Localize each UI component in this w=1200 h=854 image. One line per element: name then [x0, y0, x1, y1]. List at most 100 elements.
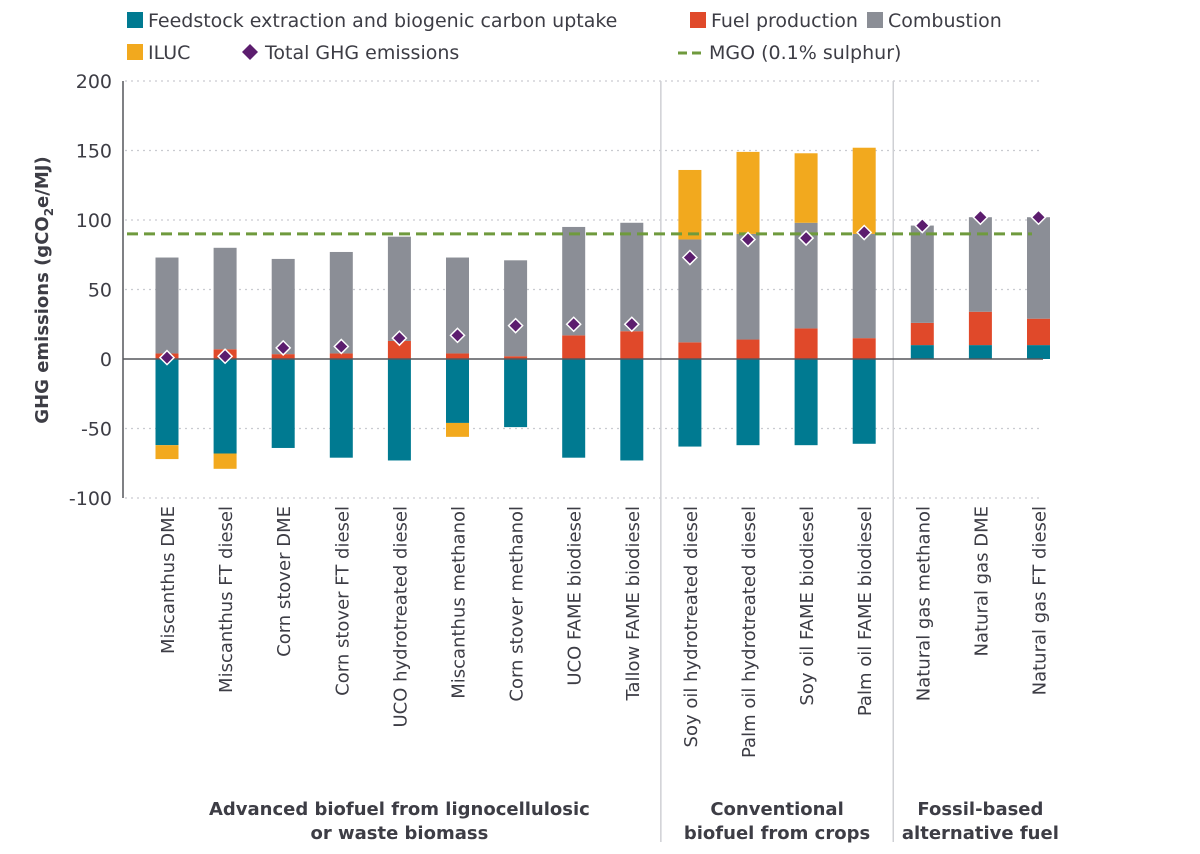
bar-segment-feedstock-extraction-and-biogenic-carbon-uptake	[446, 359, 469, 423]
total-ghg-marker	[798, 230, 815, 247]
legend: Feedstock extraction and biogenic carbon…	[127, 10, 1002, 64]
bar-segment-fuel-production	[736, 339, 760, 359]
total-ghg-marker	[565, 316, 582, 333]
bar-segment-combustion	[678, 239, 702, 343]
legend-label-iluc: ILUC	[148, 42, 190, 64]
bar-segment-fuel-production	[678, 342, 702, 359]
bars	[155, 147, 1050, 469]
bar-segment-feedstock-extraction-and-biogenic-carbon-uptake	[852, 359, 876, 444]
y-tick-label: -50	[81, 419, 112, 441]
category-label: Natural gas methanol	[913, 506, 934, 701]
bar-segment-feedstock-extraction-and-biogenic-carbon-uptake	[271, 359, 295, 448]
bar-segment-combustion	[155, 257, 179, 354]
bar-segment-combustion	[794, 222, 818, 329]
category-label: Soy oil hydrotreated diesel	[681, 506, 702, 747]
bar-segment-fuel-production	[504, 356, 528, 359]
bar-segment-combustion	[271, 258, 295, 355]
bar-segment-feedstock-extraction-and-biogenic-carbon-uptake	[910, 345, 934, 359]
bar-segment-combustion	[446, 257, 469, 354]
total-ghg-marker	[856, 224, 873, 241]
bar-segment-combustion	[1027, 217, 1050, 319]
legend-swatch-combustion	[867, 12, 883, 28]
legend-label-fuel-production: Fuel production	[711, 10, 858, 32]
group-labels: Advanced biofuel from lignocellulosic or …	[209, 799, 1059, 844]
category-label: Corn stover FT diesel	[332, 506, 353, 696]
total-ghg-marker	[449, 327, 466, 344]
bar-segment-feedstock-extraction-and-biogenic-carbon-uptake	[504, 359, 528, 428]
bar-segment-iluc	[446, 422, 469, 437]
y-tick-label: 150	[76, 141, 112, 163]
group-label: biofuel from crops	[684, 823, 870, 844]
y-tick-label: 50	[88, 280, 112, 302]
bar-segment-feedstock-extraction-and-biogenic-carbon-uptake	[968, 345, 992, 359]
legend-swatch-fuel-production	[690, 12, 706, 28]
total-ghg-marker	[333, 338, 350, 355]
group-label: Conventional	[710, 799, 843, 820]
bar-segment-feedstock-extraction-and-biogenic-carbon-uptake	[213, 359, 237, 454]
category-label: Miscanthus methanol	[449, 506, 470, 699]
bar-segment-iluc	[155, 445, 179, 460]
bar-segment-fuel-production	[910, 322, 934, 346]
bar-segment-feedstock-extraction-and-biogenic-carbon-uptake	[736, 359, 760, 446]
bar-segment-iluc	[678, 169, 702, 240]
bar-segment-iluc	[794, 153, 818, 223]
total-ghg-marker	[158, 349, 176, 366]
legend-label-combustion: Combustion	[888, 10, 1002, 32]
total-ghg-marker	[391, 330, 408, 347]
category-label: UCO FAME biodiesel	[565, 506, 586, 686]
total-ghg-marker	[914, 217, 931, 234]
total-markers	[158, 209, 1047, 366]
bar-segment-iluc	[852, 147, 876, 234]
legend-label-mgo: MGO (0.1% sulphur)	[709, 42, 901, 64]
category-labels: Miscanthus DME Miscanthus FT diesel Corn s…	[158, 506, 1051, 758]
group-label: Fossil-based	[917, 799, 1043, 820]
bar-segment-feedstock-extraction-and-biogenic-carbon-uptake	[329, 359, 353, 458]
group-label: Advanced biofuel from lignocellulosic	[209, 799, 590, 820]
bar-segment-combustion	[562, 226, 586, 336]
bar-segment-combustion	[852, 233, 876, 339]
category-label: Corn stover DME	[274, 506, 295, 657]
bar-segment-fuel-production	[446, 353, 469, 359]
bar-segment-feedstock-extraction-and-biogenic-carbon-uptake	[562, 359, 586, 458]
group-separators	[660, 81, 894, 842]
total-ghg-marker	[681, 249, 698, 266]
legend-diamond-icon	[242, 44, 258, 60]
y-tick-label: 100	[76, 210, 112, 232]
bar-segment-combustion	[213, 247, 237, 350]
legend-swatch-iluc	[127, 44, 143, 60]
y-tick-label: 200	[76, 71, 112, 93]
bar-segment-fuel-production	[852, 338, 876, 359]
bar-segment-feedstock-extraction-and-biogenic-carbon-uptake	[155, 359, 179, 446]
category-label: UCO hydrotreated diesel	[390, 506, 411, 728]
bar-segment-fuel-production	[271, 354, 295, 359]
bar-segment-combustion	[504, 260, 528, 357]
bar-segment-combustion	[736, 233, 760, 340]
bar-segment-fuel-production	[620, 331, 644, 359]
bar-segment-feedstock-extraction-and-biogenic-carbon-uptake	[1027, 345, 1050, 359]
bar-segment-iluc	[213, 453, 237, 469]
bar-segment-combustion	[620, 222, 644, 332]
group-label: or waste biomass	[310, 823, 488, 844]
category-label: Miscanthus DME	[158, 506, 179, 654]
legend-swatch-feedstock	[127, 12, 143, 28]
bar-segment-feedstock-extraction-and-biogenic-carbon-uptake	[678, 359, 702, 447]
category-label: Natural gas FT diesel	[1030, 506, 1051, 695]
bar-segment-fuel-production	[1027, 318, 1050, 346]
bar-segment-fuel-production	[329, 353, 353, 359]
total-ghg-marker	[739, 231, 757, 248]
category-label: Palm oil hydrotreated diesel	[739, 506, 760, 758]
bar-segment-feedstock-extraction-and-biogenic-carbon-uptake	[794, 359, 818, 446]
bar-segment-feedstock-extraction-and-biogenic-carbon-uptake	[387, 359, 411, 461]
bar-segment-feedstock-extraction-and-biogenic-carbon-uptake	[620, 359, 644, 461]
bar-segment-fuel-production	[794, 328, 818, 359]
legend-label-total: Total GHG emissions	[264, 42, 459, 64]
bar-segment-fuel-production	[968, 311, 992, 346]
category-label: Palm oil FAME biodiesel	[855, 506, 876, 716]
y-ticks: 200 150 100 50 0 -50 -100	[69, 71, 112, 510]
bar-segment-combustion	[968, 217, 992, 312]
bar-segment-combustion	[910, 225, 934, 323]
category-label: Corn stover methanol	[507, 506, 528, 702]
y-axis-title: GHG emissions (gCO2e/MJ)	[32, 156, 56, 423]
category-label: Soy oil FAME biodiesel	[797, 506, 818, 706]
